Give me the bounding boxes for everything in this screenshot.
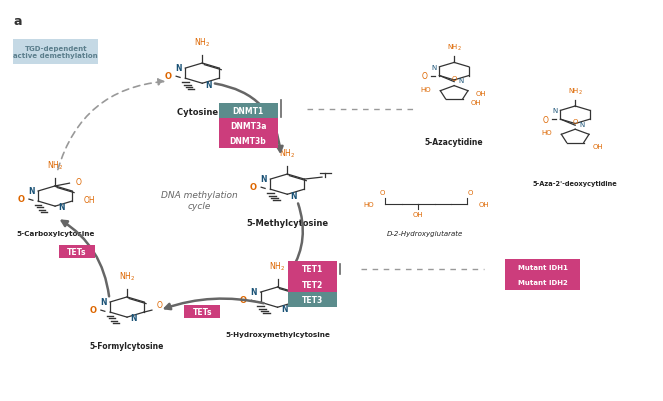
Text: OH: OH: [413, 212, 424, 218]
Text: OH: OH: [471, 100, 481, 106]
Text: O: O: [468, 190, 473, 196]
Text: DNMT3b: DNMT3b: [229, 137, 267, 146]
Text: Mutant IDH2: Mutant IDH2: [518, 279, 568, 286]
Text: O: O: [379, 190, 385, 196]
Text: N: N: [58, 203, 65, 212]
Text: O: O: [422, 72, 428, 81]
FancyArrowPatch shape: [215, 84, 282, 152]
Text: NH$_2$: NH$_2$: [194, 37, 210, 49]
FancyArrowPatch shape: [292, 204, 303, 270]
Text: OH: OH: [310, 298, 321, 307]
FancyArrowPatch shape: [58, 80, 164, 170]
FancyArrowPatch shape: [165, 299, 264, 309]
Text: N: N: [206, 80, 212, 89]
FancyBboxPatch shape: [59, 245, 95, 258]
Text: N: N: [131, 314, 137, 323]
Text: O: O: [90, 306, 97, 314]
Text: N: N: [458, 78, 463, 84]
Text: OH: OH: [476, 91, 487, 97]
FancyBboxPatch shape: [505, 260, 580, 275]
FancyBboxPatch shape: [288, 277, 337, 292]
Text: 5-Carboxylcytosine: 5-Carboxylcytosine: [16, 230, 94, 236]
Text: NH$_2$: NH$_2$: [269, 260, 286, 273]
Text: TETs: TETs: [67, 247, 86, 256]
Text: O: O: [156, 301, 162, 310]
Text: 5-Methylcytosine: 5-Methylcytosine: [246, 218, 328, 227]
Text: 5-Aza-2'-deoxycytidine: 5-Aza-2'-deoxycytidine: [533, 181, 617, 187]
Text: NH$_2$: NH$_2$: [119, 270, 135, 283]
FancyBboxPatch shape: [219, 119, 278, 134]
Text: DNMT3a: DNMT3a: [230, 122, 267, 131]
Text: Cytosine C: Cytosine C: [177, 107, 227, 117]
Text: N: N: [290, 191, 297, 200]
Text: O: O: [76, 178, 82, 187]
Text: N: N: [431, 65, 436, 71]
Text: O: O: [543, 115, 549, 124]
Text: O: O: [18, 195, 25, 204]
Text: DNA methylation
cycle: DNA methylation cycle: [160, 191, 237, 210]
FancyBboxPatch shape: [184, 306, 220, 318]
FancyBboxPatch shape: [13, 40, 98, 65]
Text: Mutant IDH1: Mutant IDH1: [518, 264, 568, 270]
Text: OH: OH: [84, 196, 95, 205]
Text: NH$_2$: NH$_2$: [568, 86, 583, 97]
Text: 5-Formylcytosine: 5-Formylcytosine: [90, 341, 164, 350]
Text: NH$_2$: NH$_2$: [47, 159, 63, 172]
Text: O: O: [240, 296, 247, 304]
Text: TET2: TET2: [302, 280, 323, 289]
Text: O: O: [250, 183, 257, 192]
Text: N: N: [176, 64, 182, 73]
Text: TGD-dependent
active demethylation: TGD-dependent active demethylation: [13, 46, 98, 59]
Text: N: N: [261, 175, 267, 184]
Text: HO: HO: [420, 87, 431, 93]
Text: N: N: [579, 121, 584, 127]
Text: 5-Azacytidine: 5-Azacytidine: [425, 137, 483, 146]
Text: OH: OH: [593, 143, 603, 149]
Text: NH$_2$: NH$_2$: [279, 148, 296, 160]
Text: HO: HO: [363, 201, 374, 207]
Text: NH$_2$: NH$_2$: [447, 43, 461, 53]
Text: DNMT1: DNMT1: [233, 107, 264, 115]
FancyBboxPatch shape: [288, 292, 337, 307]
Text: D-2-Hydroxyglutarate: D-2-Hydroxyglutarate: [387, 230, 463, 236]
Text: TETs: TETs: [192, 308, 212, 316]
Text: N: N: [552, 108, 557, 114]
Text: O: O: [165, 72, 172, 81]
Text: TET3: TET3: [302, 295, 323, 304]
Text: 5-Hydroxymethylcytosine: 5-Hydroxymethylcytosine: [225, 331, 330, 337]
FancyArrowPatch shape: [62, 221, 109, 297]
Text: N: N: [251, 288, 257, 296]
Text: HO: HO: [542, 130, 552, 136]
Text: N: N: [281, 304, 287, 313]
FancyBboxPatch shape: [505, 275, 580, 290]
FancyBboxPatch shape: [288, 262, 337, 277]
Text: O: O: [572, 119, 578, 125]
Text: OH: OH: [479, 201, 490, 207]
Text: N: N: [100, 298, 107, 306]
Text: a: a: [14, 14, 23, 28]
FancyBboxPatch shape: [219, 134, 278, 149]
Text: TET1: TET1: [302, 265, 323, 274]
Text: O: O: [452, 76, 457, 82]
FancyBboxPatch shape: [219, 103, 278, 119]
Text: N: N: [29, 186, 35, 196]
